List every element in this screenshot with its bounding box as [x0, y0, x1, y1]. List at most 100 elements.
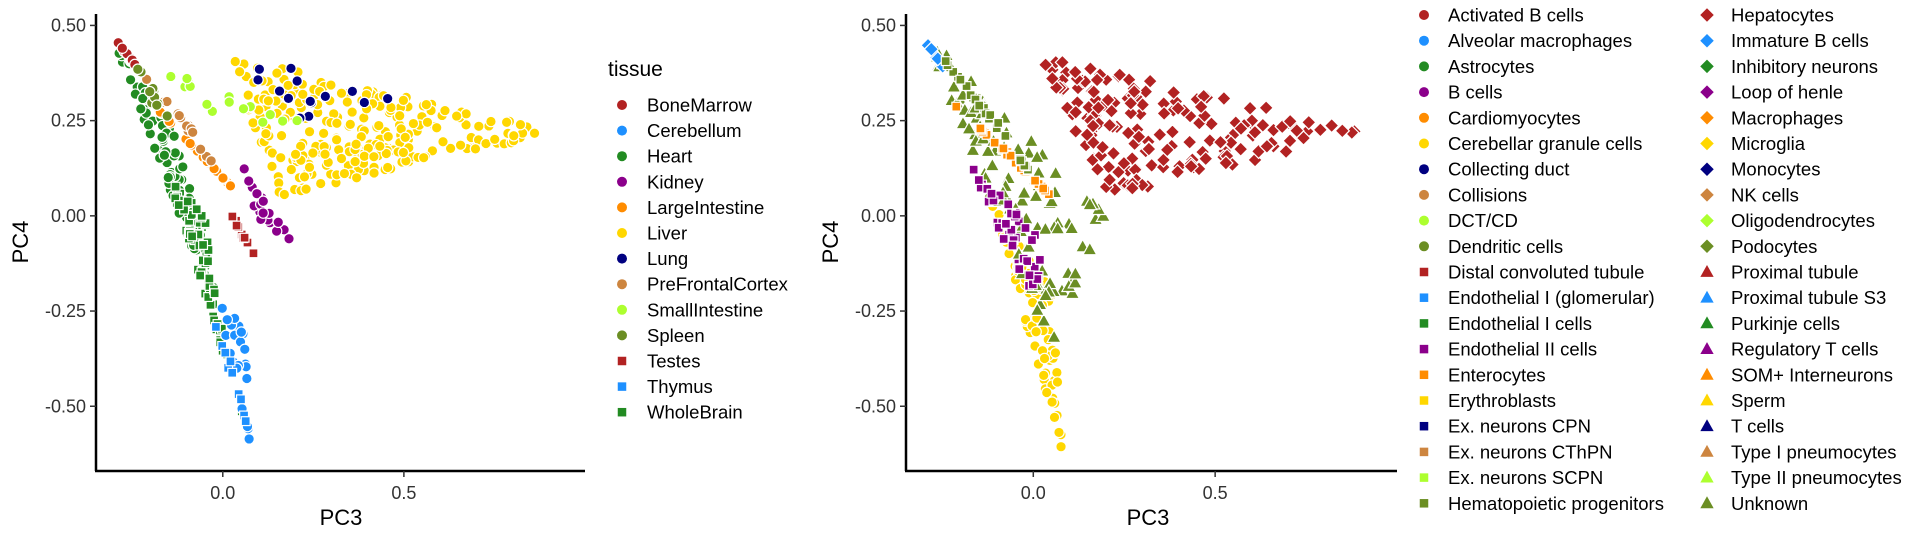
legend-key	[617, 253, 627, 264]
y-tick-label: 0.50	[861, 15, 896, 35]
data-point	[998, 143, 1009, 154]
data-point	[335, 152, 348, 165]
data-point	[1044, 70, 1061, 87]
data-point	[229, 55, 242, 68]
data-point	[1123, 105, 1139, 121]
data-point	[1159, 141, 1176, 158]
legend-key	[617, 304, 627, 315]
data-point	[1105, 145, 1122, 162]
data-point	[1063, 220, 1080, 235]
legend-key	[617, 356, 627, 366]
data-point	[1101, 171, 1118, 188]
data-point	[235, 326, 248, 338]
data-point	[1079, 126, 1095, 143]
legend-key	[1700, 367, 1714, 380]
data-point	[1126, 83, 1143, 100]
data-point	[1258, 99, 1274, 116]
legend-label: Loop of henle	[1731, 82, 1843, 103]
data-point	[1300, 114, 1317, 131]
data-point	[1140, 141, 1157, 157]
data-point	[1101, 117, 1118, 134]
data-point	[989, 137, 1000, 148]
legend-label: Type II pneumocytes	[1731, 467, 1902, 488]
data-point	[1100, 92, 1116, 108]
data-point	[224, 180, 237, 192]
data-point	[198, 239, 209, 250]
legend-key	[1700, 111, 1714, 125]
data-point	[296, 88, 309, 101]
legend-item: Inhibitory neurons	[1700, 56, 1878, 77]
cell-type-data-points	[920, 37, 1363, 453]
legend-label: Endothelial I (glomerular)	[1448, 287, 1655, 308]
data-point	[397, 94, 410, 107]
data-point	[1003, 199, 1014, 210]
data-point	[1034, 254, 1045, 265]
data-point	[182, 196, 193, 207]
data-point	[1134, 96, 1151, 113]
legend-key	[1419, 499, 1429, 508]
data-point	[1193, 98, 1210, 115]
data-point	[257, 195, 270, 208]
legend-item: Heart	[617, 146, 692, 167]
data-point	[242, 175, 255, 187]
legend-key	[1700, 213, 1714, 228]
legend-item: Activated B cells	[1419, 5, 1584, 26]
y-axis-label: PC4	[818, 221, 843, 264]
legend-key	[617, 279, 627, 290]
data-point	[1067, 274, 1084, 289]
data-point	[437, 135, 449, 148]
legend-label: Erythroblasts	[1448, 390, 1556, 411]
x-tick-label: 0.5	[1203, 483, 1228, 503]
data-point	[282, 79, 294, 92]
legend-key	[1419, 241, 1429, 252]
data-point	[275, 129, 288, 142]
data-point	[1089, 72, 1105, 88]
data-point	[173, 109, 186, 122]
legend-key	[1419, 421, 1429, 431]
data-point	[1120, 125, 1137, 141]
series-endothelial-ii-cells	[968, 164, 1045, 291]
legend-key	[617, 100, 627, 110]
data-point	[1143, 157, 1160, 174]
data-point	[209, 288, 220, 299]
y-tick-label: 0.50	[51, 15, 86, 35]
legend-item: BoneMarrow	[617, 95, 753, 116]
data-point	[303, 161, 316, 174]
legend-key	[1700, 444, 1714, 457]
data-point	[1323, 117, 1340, 134]
y-tick-label: 0.25	[861, 111, 896, 131]
data-point	[955, 74, 966, 85]
legend-item: WholeBrain	[617, 402, 743, 423]
legend-item: Collecting duct	[1419, 159, 1569, 180]
data-point	[186, 126, 199, 139]
legend-item: Distal convoluted tubule	[1419, 262, 1644, 283]
data-point	[285, 62, 297, 75]
data-point	[1164, 124, 1181, 140]
data-point	[1203, 116, 1220, 132]
legend-key	[617, 382, 627, 391]
legend-item: Type II pneumocytes	[1700, 467, 1902, 488]
data-point	[528, 127, 541, 140]
data-point	[289, 148, 302, 161]
y-tick-label: 0.25	[51, 111, 86, 131]
data-point	[358, 150, 371, 163]
legend-key	[617, 228, 627, 238]
legend-label: Sperm	[1731, 390, 1786, 411]
legend-label: Oligodendrocytes	[1731, 210, 1875, 231]
data-point	[1181, 134, 1198, 151]
data-point	[393, 109, 406, 122]
legend-item: Ex. neurons CPN	[1419, 416, 1591, 437]
data-point	[177, 161, 189, 173]
legend-key	[1700, 85, 1714, 99]
data-point	[1054, 54, 1071, 71]
data-point	[381, 92, 394, 105]
data-point	[974, 100, 985, 111]
data-point	[194, 143, 207, 156]
data-point	[272, 216, 285, 229]
data-point	[170, 181, 181, 192]
x-tick-label: 0.0	[210, 483, 235, 503]
data-point	[162, 171, 175, 184]
data-point	[1030, 175, 1041, 186]
legend-key	[1419, 10, 1429, 20]
legend-item: Endothelial I (glomerular)	[1419, 287, 1655, 308]
